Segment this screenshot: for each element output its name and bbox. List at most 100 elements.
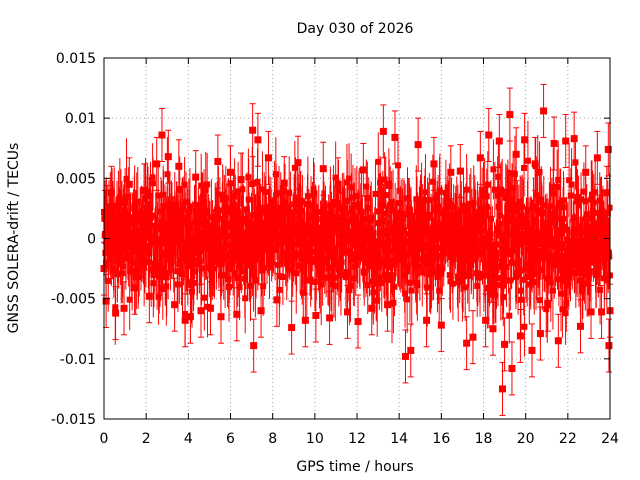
data-point — [516, 332, 524, 340]
data-point — [434, 244, 441, 251]
data-point — [350, 212, 357, 219]
data-point — [319, 165, 327, 173]
data-point — [474, 283, 481, 290]
data-point — [421, 258, 428, 265]
data-point — [205, 230, 212, 237]
data-point — [473, 236, 480, 243]
data-point — [145, 292, 153, 300]
data-point — [103, 208, 111, 216]
data-point — [568, 181, 575, 188]
data-point — [259, 186, 266, 193]
data-point — [275, 190, 282, 197]
x-tick-label: 8 — [268, 431, 277, 447]
data-point — [485, 131, 493, 139]
data-point — [521, 164, 528, 171]
data-point — [152, 229, 159, 236]
data-point — [353, 243, 360, 250]
data-point — [408, 287, 415, 294]
data-point — [120, 246, 127, 253]
data-point — [531, 160, 539, 168]
data-point — [344, 269, 351, 276]
data-point — [350, 275, 357, 282]
data-point — [428, 265, 435, 272]
data-point — [598, 308, 606, 316]
data-point — [234, 236, 241, 243]
data-point — [603, 240, 610, 247]
data-point — [217, 313, 225, 321]
data-point — [555, 276, 562, 283]
data-point — [554, 183, 561, 190]
data-point — [280, 179, 288, 187]
data-point — [533, 192, 540, 199]
data-point — [249, 126, 257, 134]
data-point — [506, 111, 514, 119]
data-point — [416, 263, 423, 270]
data-point — [312, 312, 320, 320]
data-point — [479, 205, 486, 212]
data-point — [419, 269, 426, 276]
data-point — [386, 182, 393, 189]
data-point — [517, 296, 524, 303]
data-point — [550, 139, 558, 147]
data-point — [322, 211, 329, 218]
data-point — [512, 150, 520, 158]
data-point — [307, 276, 314, 283]
y-axis-label: GNSS SOLERA-drift / TECUs — [6, 143, 22, 334]
data-point — [318, 281, 325, 288]
data-point — [606, 253, 613, 260]
data-point — [254, 230, 261, 237]
data-point — [252, 277, 259, 284]
data-point — [477, 274, 484, 281]
data-point — [582, 168, 590, 176]
data-point — [529, 260, 536, 267]
data-point — [171, 301, 179, 309]
data-point — [526, 281, 533, 288]
data-point — [250, 342, 258, 350]
x-tick-label: 4 — [184, 431, 193, 447]
data-point — [394, 162, 401, 169]
data-point — [551, 262, 558, 269]
data-point — [380, 218, 387, 225]
data-point — [524, 157, 531, 164]
data-point — [390, 299, 397, 306]
data-point — [197, 307, 205, 315]
data-point — [458, 230, 465, 237]
data-point — [289, 259, 296, 266]
data-point — [381, 176, 388, 183]
data-point — [308, 256, 315, 263]
data-point — [596, 197, 603, 204]
y-tick-label: 0.005 — [56, 171, 96, 187]
data-point — [271, 202, 278, 209]
data-point — [534, 258, 541, 265]
data-point — [414, 281, 421, 288]
data-point — [515, 271, 522, 278]
data-point — [579, 247, 586, 254]
data-point — [307, 231, 314, 238]
data-point — [460, 271, 467, 278]
data-point — [423, 242, 430, 249]
x-tick-label: 10 — [306, 431, 324, 447]
data-point — [577, 242, 584, 249]
data-point — [384, 231, 391, 238]
data-point — [491, 286, 498, 293]
data-point — [209, 269, 216, 276]
y-tick-label: 0.015 — [56, 51, 96, 67]
data-point — [518, 267, 525, 274]
data-point — [345, 248, 352, 255]
data-point — [364, 282, 371, 289]
data-point — [485, 284, 492, 291]
data-point — [412, 262, 419, 269]
data-point — [288, 324, 296, 332]
data-point — [424, 284, 431, 291]
y-tick-label: -0.015 — [51, 412, 96, 428]
data-point — [174, 281, 181, 288]
data-point — [349, 229, 356, 236]
data-point — [254, 250, 261, 257]
data-point — [308, 202, 315, 209]
data-point — [149, 180, 156, 187]
data-point — [562, 272, 569, 279]
data-point — [249, 235, 256, 242]
data-point — [438, 270, 445, 277]
data-point — [577, 277, 584, 284]
data-point — [397, 209, 404, 216]
